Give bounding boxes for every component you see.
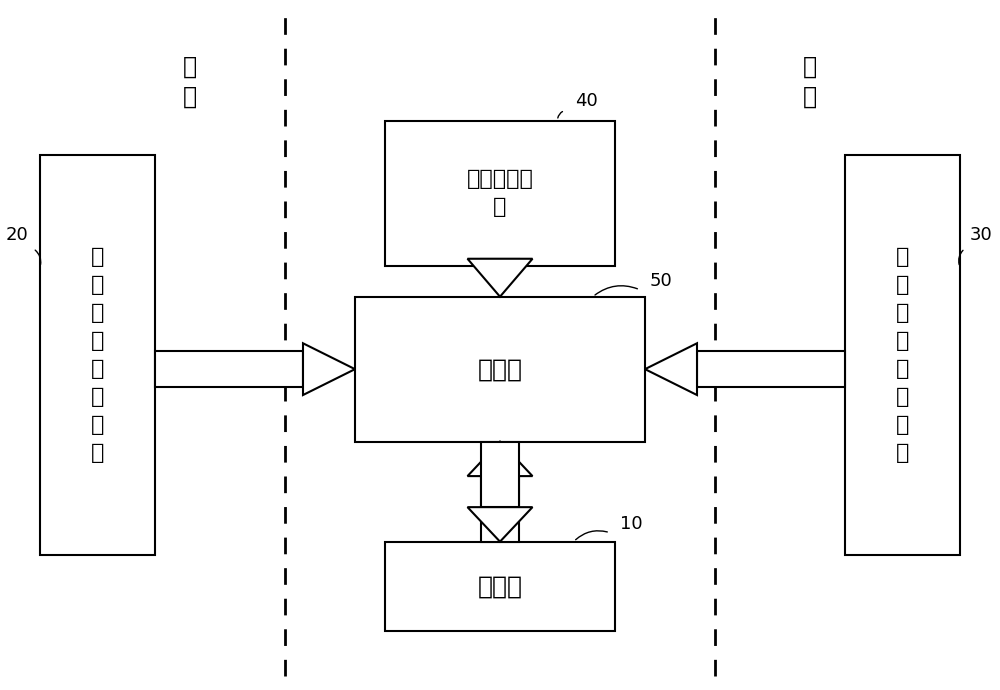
Bar [155,351,303,387]
Text: 10: 10 [620,515,643,533]
Text: 30: 30 [970,226,993,244]
Text: 50: 50 [650,272,673,290]
Text: 第
一
温
度
采
集
装
置: 第 一 温 度 采 集 装 置 [91,247,104,464]
Bar [845,155,960,555]
Bar [40,155,155,555]
Polygon shape [303,344,355,395]
Text: 室
内: 室 内 [803,55,817,109]
Bar [355,297,645,442]
Text: 控制器: 控制器 [478,575,522,598]
Polygon shape [645,344,697,395]
Polygon shape [468,259,532,297]
Polygon shape [468,442,532,476]
Text: 存储器: 存储器 [478,357,522,381]
Text: 室
外: 室 外 [183,55,197,109]
Bar [697,351,845,387]
Polygon shape [468,507,532,542]
Bar [481,476,519,542]
Bar [385,542,615,631]
Text: 40: 40 [575,92,598,110]
Bar [481,259,519,266]
Text: 20: 20 [5,226,28,244]
Bar [385,121,615,266]
Text: 风机检测装
置: 风机检测装 置 [467,169,533,217]
Text: 第
二
温
度
采
集
装
置: 第 二 温 度 采 集 装 置 [896,247,909,464]
Bar [481,442,519,507]
